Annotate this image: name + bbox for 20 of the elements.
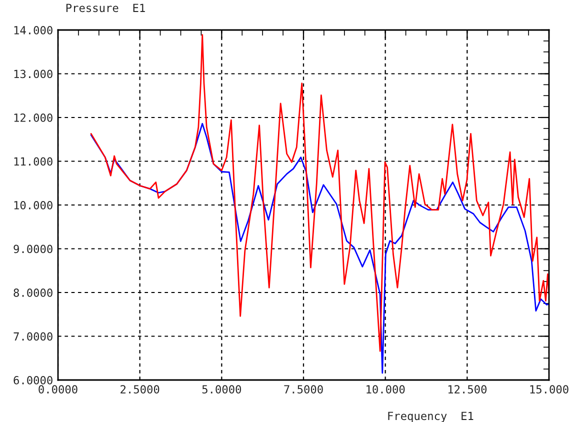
x-tick-label: 2.5000 bbox=[120, 385, 160, 394]
x-tick-label: 7.5000 bbox=[284, 385, 323, 394]
y-tick-label: 10.000 bbox=[14, 201, 52, 210]
y-tick-label: 12.000 bbox=[14, 114, 52, 122]
y-tick-label: 6.0000 bbox=[14, 376, 52, 384]
y-tick-label: 9.0000 bbox=[14, 244, 52, 254]
x-axis-title: Frequency E1 bbox=[388, 412, 474, 422]
y-tick-label: 7.0000 bbox=[14, 332, 52, 341]
y-tick-label: 14.000 bbox=[14, 26, 52, 34]
y-tick-label: 8.0000 bbox=[14, 288, 52, 297]
x-tick-label: 0.0000 bbox=[38, 385, 78, 394]
y-tick-label: 11.000 bbox=[14, 157, 52, 166]
x-tick-label: 12.500 bbox=[448, 385, 487, 394]
y-axis-title: Pressure E1 bbox=[66, 4, 145, 12]
x-tick-label: 15.000 bbox=[530, 385, 568, 394]
y-tick-label: 13.000 bbox=[14, 70, 52, 78]
line-series bbox=[90, 34, 549, 352]
x-tick-label: 5.0000 bbox=[202, 385, 242, 394]
line-series bbox=[90, 122, 549, 374]
x-tick-label: 10.000 bbox=[366, 385, 405, 394]
